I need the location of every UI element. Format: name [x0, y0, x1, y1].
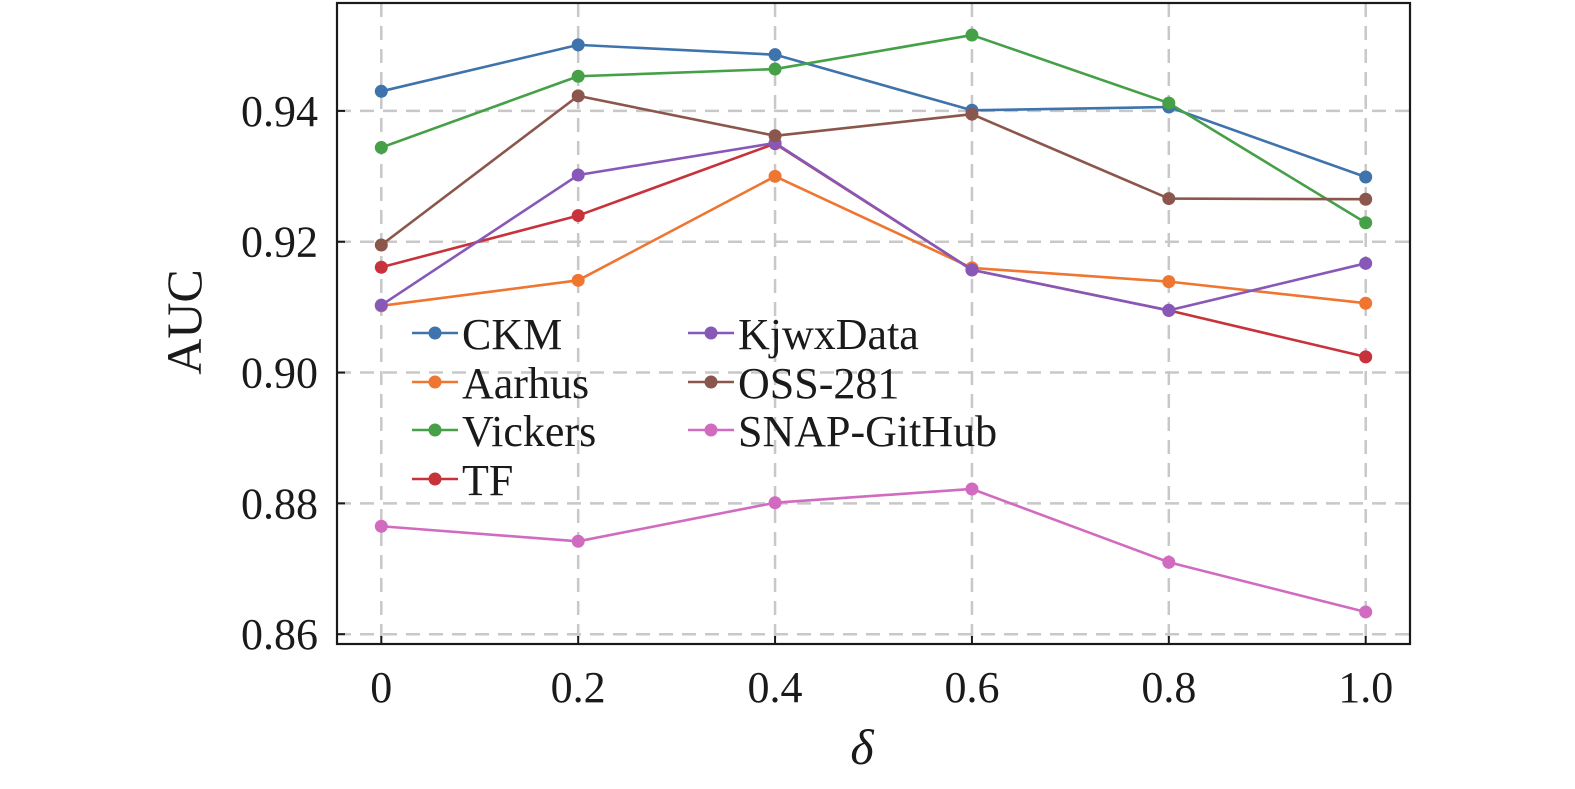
data-point [572, 209, 585, 222]
data-point [375, 261, 388, 274]
data-point [1359, 297, 1372, 310]
data-point [1162, 304, 1175, 317]
legend: CKMAarhusVickersTF KjwxDataOSS-281SNAP-Gi… [412, 310, 997, 505]
legend-marker [429, 376, 442, 389]
data-point [769, 496, 782, 509]
data-point [769, 48, 782, 61]
data-point [572, 70, 585, 83]
data-point [1162, 275, 1175, 288]
series-line [381, 143, 1365, 310]
y-tick-label: 0.90 [241, 349, 318, 398]
data-point [572, 535, 585, 548]
x-tick-label: 1.0 [1338, 663, 1393, 712]
series-line [381, 35, 1365, 223]
legend-entry: SNAP-GitHub [688, 407, 997, 456]
legend-label: TF [462, 456, 513, 505]
y-tick-label: 0.92 [241, 218, 318, 267]
legend-marker [429, 327, 442, 340]
legend-marker [705, 376, 718, 389]
data-point [1359, 350, 1372, 363]
data-point [1359, 216, 1372, 229]
data-point [965, 263, 978, 276]
data-point [769, 170, 782, 183]
y-axis-label: AUC [156, 269, 212, 375]
data-point [965, 108, 978, 121]
x-axis-label: δ [850, 719, 874, 775]
series-kjwxdata [375, 136, 1372, 316]
x-tick-label: 0.2 [551, 663, 606, 712]
data-point [375, 85, 388, 98]
legend-entry: Aarhus [412, 359, 589, 408]
x-tick-label: 0.8 [1141, 663, 1196, 712]
legend-entry: CKM [412, 310, 562, 359]
data-point [769, 63, 782, 76]
data-point [1162, 97, 1175, 110]
x-tick-label: 0 [370, 663, 392, 712]
legend-entry: Vickers [412, 407, 596, 456]
data-point [375, 239, 388, 252]
data-point [375, 520, 388, 533]
data-point [375, 141, 388, 154]
data-point [1359, 170, 1372, 183]
legend-entry: TF [412, 456, 513, 505]
legend-marker [705, 424, 718, 437]
data-point [965, 482, 978, 495]
data-point [572, 274, 585, 287]
legend-marker [429, 473, 442, 486]
data-point [375, 299, 388, 312]
data-point [1359, 193, 1372, 206]
y-tick-label: 0.86 [241, 610, 318, 659]
y-tick-label: 0.94 [241, 87, 318, 136]
series-oss-281 [375, 89, 1372, 251]
legend-entry: OSS-281 [688, 359, 899, 408]
x-tick-label: 0.4 [748, 663, 803, 712]
series-line [381, 489, 1365, 612]
data-point [1359, 257, 1372, 270]
legend-marker [429, 424, 442, 437]
legend-label: Aarhus [462, 359, 589, 408]
legend-label: CKM [462, 310, 562, 359]
data-point [572, 89, 585, 102]
legend-marker [705, 327, 718, 340]
legend-label: OSS-281 [738, 359, 899, 408]
legend-label: Vickers [462, 407, 596, 456]
data-point [572, 169, 585, 182]
legend-entry: KjwxData [688, 310, 919, 359]
data-point [1162, 192, 1175, 205]
data-point [769, 129, 782, 142]
legend-label: SNAP-GitHub [738, 407, 997, 456]
y-tick-label: 0.88 [241, 479, 318, 528]
auc-line-chart: 0 0.2 0.4 0.6 0.8 1.0 0.86 0.88 0.90 0.92 0.94 CKM… [0, 0, 1575, 789]
data-point [1359, 605, 1372, 618]
legend-label: KjwxData [738, 310, 919, 359]
data-point [965, 29, 978, 42]
x-tick-label: 0.6 [944, 663, 999, 712]
data-point [1162, 556, 1175, 569]
data-point [572, 38, 585, 51]
